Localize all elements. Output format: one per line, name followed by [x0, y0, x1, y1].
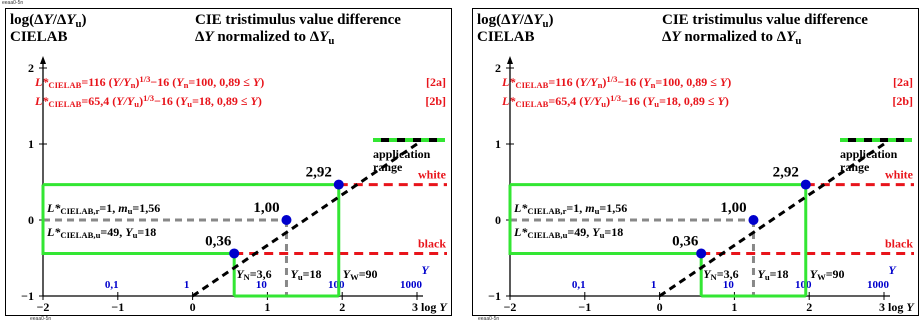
top-left-label: log(ΔY/ΔYu) [10, 12, 87, 30]
legend-label-line1: application [840, 147, 898, 161]
header-code: eeaa0-5n [2, 0, 24, 6]
data-point-label: 2,92 [773, 165, 799, 181]
footer-code-right: eeaa0-5n [478, 316, 500, 322]
y-tick-label: 0 [495, 213, 501, 227]
equation-2b-tag: [2b] [892, 94, 913, 108]
y-linear-tick-label: 1 [184, 279, 190, 291]
application-range-black [41, 184, 236, 296]
panel-frame [472, 8, 919, 316]
y-axis-arrow [507, 56, 513, 64]
x-tick-label: 1 [731, 300, 737, 314]
y-linear-tick-label: 1 [651, 279, 657, 291]
y-axis-arrow [40, 56, 46, 64]
black-label: black [418, 236, 446, 250]
y-linear-tick-label: 0,1 [572, 279, 586, 291]
equation-2a-tag: [2a] [426, 75, 446, 89]
reference-label-r: L*CIELAB,r=1, mu=1,56 [46, 201, 160, 216]
equation-2a: L*CIELAB=116 (Y/Yn)1/3−16 (Yn=100, 0,89 … [34, 74, 264, 90]
y-tick-label: −1 [21, 289, 34, 303]
equation-2a: L*CIELAB=116 (Y/Yn)1/3−16 (Yn=100, 0,89 … [501, 74, 731, 90]
x-tick-label: −2 [504, 300, 517, 314]
data-point [748, 215, 759, 225]
color-space-label: CIELAB [477, 29, 535, 45]
y-linear-tick-label: 10 [256, 279, 268, 291]
chart-title-line1: CIE tristimulus value difference [195, 12, 401, 28]
y-tick-label: 1 [28, 137, 34, 151]
data-point-label: 0,36 [672, 233, 699, 249]
y-tick-label: 0 [28, 213, 34, 227]
y-tick-label: 2 [28, 61, 34, 75]
y-linear-axis-label: Y [888, 263, 897, 277]
footer-code-left: eeaa0-5n [30, 316, 52, 322]
reference-label-u: L*CIELAB,u=49, Yu=18 [513, 225, 623, 240]
x-axis-label: log Y [421, 300, 448, 314]
x-tick-label: 2 [339, 300, 345, 314]
yn-label: YN=3,6 [236, 267, 271, 282]
application-range-black [508, 184, 703, 296]
yn-label: YN=3,6 [703, 267, 738, 282]
top-left-label: log(ΔY/ΔYu) [477, 12, 554, 30]
chart-title-line2: ΔY normalized to ΔYu [662, 29, 801, 47]
y-linear-tick-label: 10 [723, 279, 735, 291]
data-point [333, 179, 344, 190]
x-tick-label: 0 [657, 300, 663, 314]
y-linear-tick-label: 0,1 [105, 279, 119, 291]
black-label: black [885, 236, 913, 250]
x-tick-label: 0 [190, 300, 196, 314]
data-point [800, 179, 811, 190]
y-linear-tick-label: 100 [328, 279, 345, 291]
data-point-label: 2,92 [306, 165, 332, 181]
y-tick-label: 2 [495, 61, 501, 75]
color-space-label: CIELAB [10, 29, 68, 45]
y-linear-tick-label: 1000 [867, 279, 890, 291]
x-tick-label: 3 [412, 300, 418, 314]
yu-label: Yu=18 [290, 267, 321, 282]
tristimulus-line [191, 142, 418, 298]
equation-2b: L*CIELAB=65,4 (Y/Yu)1/3−16 (Yu=18, 0,89 … [501, 93, 729, 109]
yw-label: YW=90 [343, 267, 378, 282]
equation-2b-tag: [2b] [425, 94, 446, 108]
yw-label: YW=90 [810, 267, 845, 282]
y-tick-label: −1 [488, 289, 501, 303]
white-label: white [885, 168, 914, 182]
data-point [281, 215, 292, 225]
chart-panel-1: log(ΔY/ΔYu)CIELAB CIE tristimulus value d… [5, 8, 452, 316]
data-point-label: 0,36 [205, 233, 232, 249]
x-tick-label: 3 [879, 300, 885, 314]
x-tick-label: 1 [264, 300, 270, 314]
equation-2b: L*CIELAB=65,4 (Y/Yu)1/3−16 (Yu=18, 0,89 … [34, 93, 262, 109]
panel-frame [5, 8, 452, 316]
tristimulus-line [658, 142, 885, 298]
legend-label-line2: range [840, 160, 870, 174]
chart-title-line2: ΔY normalized to ΔYu [195, 29, 334, 47]
data-point [229, 248, 240, 259]
yu-label: Yu=18 [757, 267, 788, 282]
x-tick-label: 2 [806, 300, 812, 314]
data-point [696, 248, 707, 259]
legend-label-line2: range [373, 160, 403, 174]
x-tick-label: −2 [37, 300, 50, 314]
reference-label-r: L*CIELAB,r=1, mu=1,56 [513, 201, 627, 216]
x-tick-label: −1 [111, 300, 124, 314]
data-point-label: 1,00 [253, 200, 279, 216]
legend-label-line1: application [373, 147, 431, 161]
chart-panel-2: log(ΔY/ΔYu)CIELAB CIE tristimulus value d… [472, 8, 919, 316]
y-linear-tick-label: 100 [795, 279, 812, 291]
y-linear-axis-label: Y [421, 263, 430, 277]
y-tick-label: 1 [495, 137, 501, 151]
equation-2a-tag: [2a] [893, 75, 913, 89]
x-tick-label: −1 [578, 300, 591, 314]
x-axis-label: log Y [888, 300, 915, 314]
y-linear-tick-label: 1000 [400, 279, 423, 291]
white-label: white [418, 168, 447, 182]
chart-title-line1: CIE tristimulus value difference [662, 12, 868, 28]
reference-label-u: L*CIELAB,u=49, Yu=18 [46, 225, 156, 240]
data-point-label: 1,00 [720, 200, 746, 216]
